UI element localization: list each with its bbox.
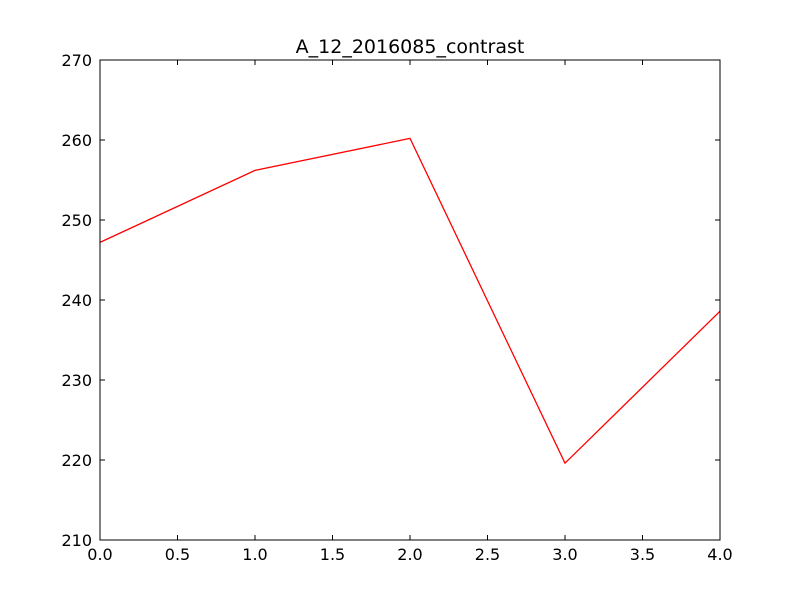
y-tick-label: 220 — [61, 451, 92, 470]
y-tick-label: 270 — [61, 51, 92, 70]
x-tick-label: 1.5 — [320, 545, 345, 564]
axis-ticks: 0.0 0.5 1.0 1.5 2.0 2.5 3.0 3.5 4.0 210 220 230 240 2… — [61, 51, 732, 564]
y-tick-label: 240 — [61, 291, 92, 310]
y-tick-label: 250 — [61, 211, 92, 230]
series-line-0 — [100, 137, 720, 465]
plot-frame — [99, 59, 721, 541]
plot-area — [100, 137, 720, 465]
y-tick-label: 230 — [61, 371, 92, 390]
x-tick-label: 1.0 — [242, 545, 267, 564]
x-tick-label: 2.0 — [397, 545, 422, 564]
y-tick-label: 260 — [61, 131, 92, 150]
x-tick-label: 0.0 — [87, 545, 112, 564]
x-tick-label: 4.0 — [707, 545, 732, 564]
x-tick-label: 0.5 — [165, 545, 190, 564]
x-tick-label: 3.5 — [630, 545, 655, 564]
x-tick-label: 2.5 — [475, 545, 500, 564]
x-tick-label: 3.0 — [552, 545, 577, 564]
y-tick-label: 210 — [61, 531, 92, 550]
chart-title: A_12_2016085_contrast — [296, 36, 525, 58]
